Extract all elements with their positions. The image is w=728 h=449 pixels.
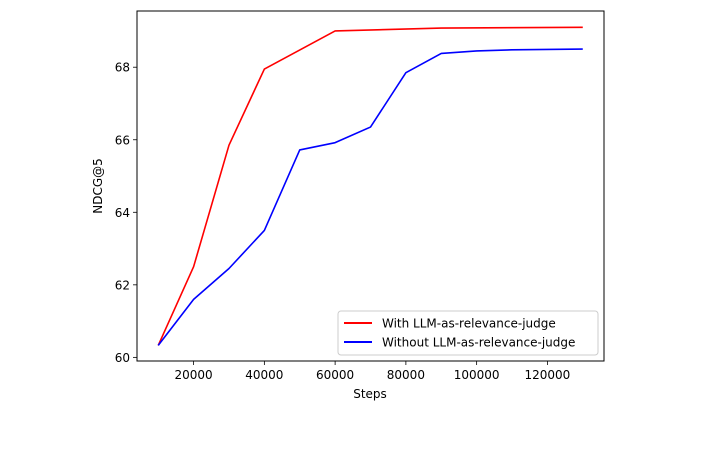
series-line-with-judge [157, 26, 583, 346]
y-tick-label: 64 [115, 206, 130, 220]
legend-label-without-judge: Without LLM-as-relevance-judge [382, 336, 575, 350]
x-tick-label: 80000 [387, 368, 425, 382]
x-tick-label: 60000 [316, 368, 354, 382]
y-tick-label: 66 [115, 133, 130, 147]
y-tick-label: 60 [115, 351, 130, 365]
x-tick-label: 20000 [175, 368, 213, 382]
series-layer [157, 26, 583, 346]
y-axis-label: NDCG@5 [91, 158, 105, 214]
series-line-without-judge [157, 48, 583, 346]
y-axis: 60 62 64 66 68 [115, 61, 137, 365]
legend: With LLM-as-relevance-judge Without LLM-… [337, 310, 599, 356]
axes-frame [136, 10, 605, 362]
legend-label-with-judge: With LLM-as-relevance-judge [382, 317, 556, 331]
y-tick-label: 62 [115, 278, 130, 292]
x-axis: 20000 40000 60000 80000 100000 120000 [175, 361, 570, 382]
y-tick-label: 68 [115, 61, 130, 75]
x-axis-label: Steps [353, 387, 387, 401]
x-tick-label: 100000 [454, 368, 500, 382]
legend-box [337, 310, 599, 356]
x-tick-label: 40000 [245, 368, 283, 382]
x-tick-label: 120000 [524, 368, 570, 382]
